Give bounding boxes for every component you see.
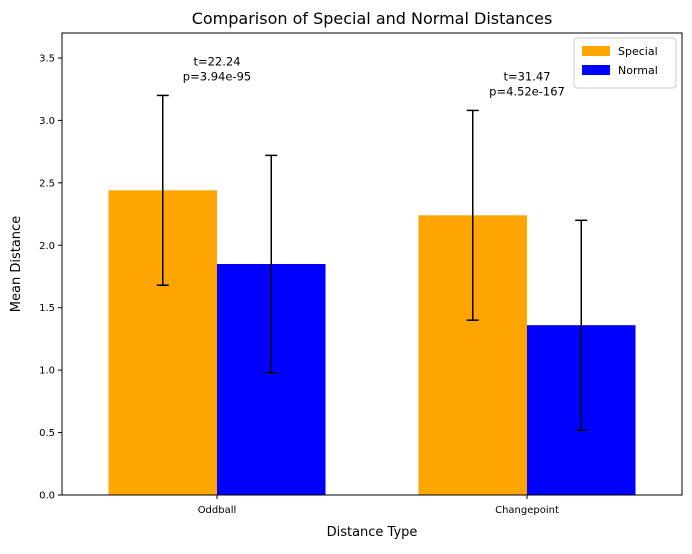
annotation-t-value: t=22.24 [193,54,240,68]
annotation-p-value: p=3.94e-95 [183,69,251,83]
x-tick-label-oddball: Oddball [198,505,237,516]
y-tick-label: 1.5 [39,303,55,314]
legend-swatch-special [582,46,610,56]
y-tick-label: 1.0 [39,366,55,377]
legend-swatch-normal [582,65,610,75]
y-tick-label: 3.5 [39,53,55,64]
axes-frame [61,32,683,496]
legend-label-normal: Normal [618,64,658,77]
y-tick-label: 3.0 [39,116,55,127]
plot-area: t=22.24p=3.94e-95 t=31.47p=4.52e-167 0.0 0.… [39,32,683,516]
annotation-t-value: t=31.47 [503,69,550,83]
annotation-p-value: p=4.52e-167 [489,84,565,98]
x-tick-label-changepoint: Changepoint [495,505,559,516]
y-axis-title: Mean Distance [9,216,24,312]
legend-label-special: Special [618,45,658,58]
y-tick-label: 0.5 [39,428,55,439]
y-tick-label: 2.0 [39,241,55,252]
chart-title: Comparison of Special and Normal Distanc… [192,9,553,28]
y-tick-label: 2.5 [39,178,55,189]
y-tick-label: 0.0 [39,491,55,502]
x-axis-title: Distance Type [327,525,418,540]
